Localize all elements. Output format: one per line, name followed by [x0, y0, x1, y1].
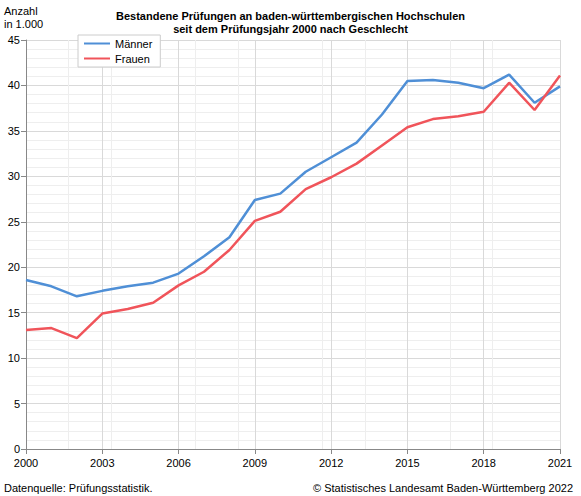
svg-text:25: 25 — [8, 216, 20, 228]
svg-text:seit dem Prüfungsjahr 2000 nac: seit dem Prüfungsjahr 2000 nach Geschlec… — [173, 23, 408, 35]
svg-text:2015: 2015 — [395, 457, 419, 469]
svg-text:in 1.000: in 1.000 — [4, 18, 43, 30]
svg-text:30: 30 — [8, 170, 20, 182]
svg-text:2000: 2000 — [14, 457, 38, 469]
svg-text:2018: 2018 — [471, 457, 495, 469]
svg-text:10: 10 — [8, 352, 20, 364]
svg-text:Datenquelle: Prüfungsstatistik: Datenquelle: Prüfungsstatistik. — [4, 482, 153, 494]
svg-text:5: 5 — [14, 398, 20, 410]
svg-text:0: 0 — [14, 443, 20, 455]
svg-text:Anzahl: Anzahl — [4, 5, 38, 17]
svg-text:20: 20 — [8, 261, 20, 273]
svg-text:2006: 2006 — [166, 457, 190, 469]
svg-text:2003: 2003 — [90, 457, 114, 469]
svg-text:Männer: Männer — [115, 38, 153, 50]
svg-text:Bestandene Prüfungen an baden-: Bestandene Prüfungen an baden-württember… — [116, 10, 465, 22]
svg-text:45: 45 — [8, 34, 20, 46]
svg-text:35: 35 — [8, 125, 20, 137]
svg-text:2021: 2021 — [548, 457, 572, 469]
svg-text:Frauen: Frauen — [115, 53, 150, 65]
svg-text:40: 40 — [8, 79, 20, 91]
svg-text:15: 15 — [8, 307, 20, 319]
svg-text:2009: 2009 — [243, 457, 267, 469]
svg-text:© Statistisches Landesamt Bade: © Statistisches Landesamt Baden-Württemb… — [313, 482, 573, 494]
svg-text:2012: 2012 — [319, 457, 343, 469]
